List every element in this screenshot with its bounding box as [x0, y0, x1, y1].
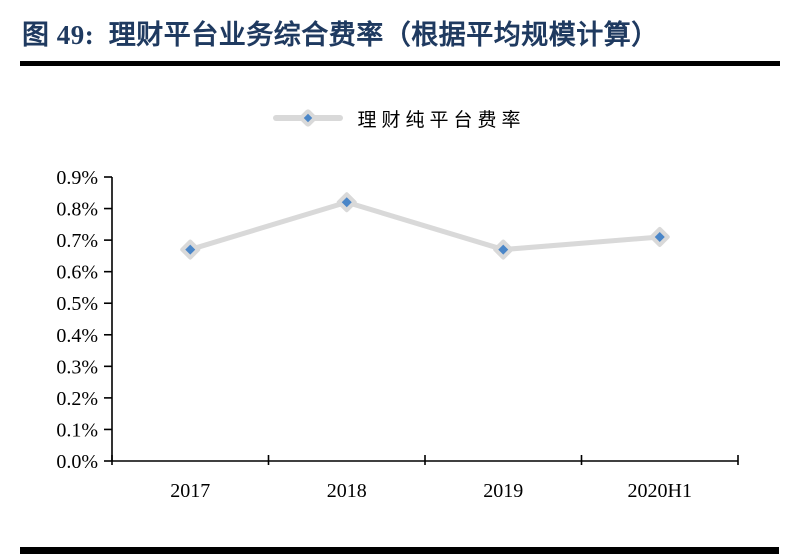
data-point-marker-2018: [341, 197, 352, 208]
data-point-marker-2017: [185, 244, 196, 255]
y-axis-label: 0.2%: [56, 388, 98, 410]
bottom-divider-rule: [20, 547, 779, 554]
y-axis-label: 0.3%: [56, 356, 98, 378]
data-point-marker-2019: [498, 244, 509, 255]
data-point-marker-2020H1: [654, 231, 665, 242]
legend-series-label: 理财纯平台费率: [357, 109, 526, 131]
x-axis-label: 2018: [327, 480, 367, 502]
y-axis-label: 0.4%: [56, 325, 98, 347]
x-axis-label: 2020H1: [628, 480, 692, 502]
y-axis-label: 0.5%: [56, 293, 98, 315]
chart-legend: 理财纯平台费率: [0, 104, 799, 132]
figure-title: 图 49: 理财平台业务综合费率（根据平均规模计算）: [22, 20, 659, 50]
x-axis-label: 2017: [170, 480, 210, 502]
y-axis-label: 0.8%: [56, 199, 98, 221]
y-axis-label: 0.6%: [56, 262, 98, 284]
series-line: [187, 199, 663, 253]
x-axis-label: 2019: [483, 480, 523, 502]
legend-line-marker-icon: [273, 107, 344, 129]
y-axis-label: 0.7%: [56, 230, 98, 252]
y-axis-label: 0.9%: [56, 167, 98, 189]
y-axis-label: 0.1%: [56, 419, 98, 441]
title-divider-rule: [20, 61, 780, 66]
y-axis-label: 0.0%: [56, 451, 98, 473]
